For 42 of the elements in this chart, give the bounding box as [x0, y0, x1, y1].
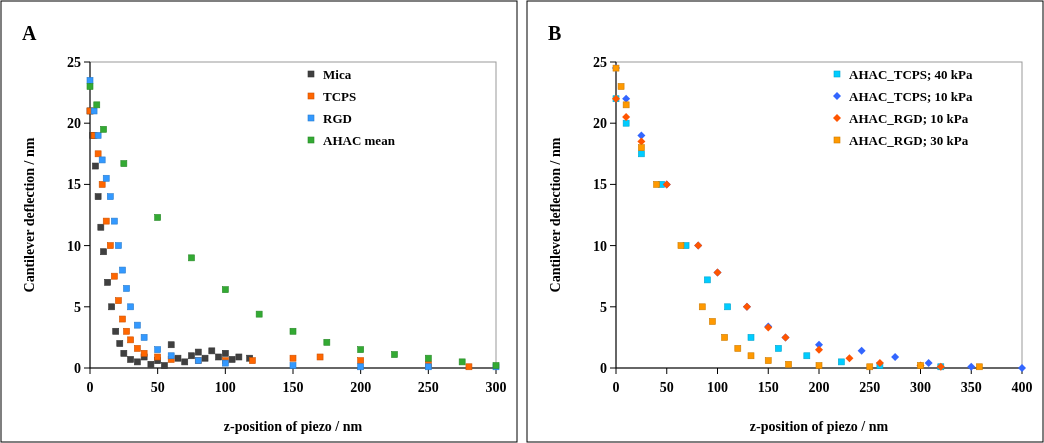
y-tick-label: 20 — [67, 116, 81, 132]
legend-label: AHAC mean — [323, 133, 396, 148]
legend-label: TCPS — [323, 89, 357, 104]
chart-title: A — [22, 22, 37, 44]
x-tick-label: 300 — [485, 380, 507, 395]
y-tick-label: 25 — [67, 55, 81, 70]
x-tick-label: 200 — [808, 380, 830, 395]
x-tick-label: 300 — [910, 380, 931, 395]
y-tick-label: 0 — [74, 361, 81, 376]
legend-label: Mica — [323, 67, 352, 82]
y-tick-label: 0 — [600, 361, 607, 376]
x-tick-label: 350 — [960, 380, 982, 395]
y-tick-label: 25 — [593, 55, 607, 70]
x-tick-label: 200 — [350, 380, 372, 395]
y-tick-label: 20 — [593, 116, 607, 132]
y-tick-label: 10 — [67, 238, 81, 254]
x-tick-label: 150 — [282, 380, 304, 395]
y-tick-label: 15 — [593, 177, 607, 193]
legend-label: AHAC_RGD; 10 kPa — [849, 111, 969, 126]
x-tick-label: 250 — [859, 380, 881, 395]
x-tick-label: 50 — [659, 380, 674, 395]
y-tick-label: 10 — [593, 238, 607, 254]
x-tick-label: 150 — [757, 380, 779, 395]
x-axis-title: z-position of piezo / nm — [749, 419, 889, 434]
x-tick-label: 100 — [707, 380, 728, 395]
x-tick-label: 100 — [214, 380, 236, 395]
y-tick-label: 15 — [67, 177, 81, 193]
x-tick-label: 400 — [1011, 380, 1033, 395]
x-axis-title: z-position of piezo / nm — [223, 419, 363, 434]
x-tick-label: 0 — [612, 380, 620, 395]
x-tick-label: 250 — [417, 380, 439, 395]
x-tick-label: 0 — [86, 380, 94, 395]
x-tick-label: 50 — [150, 380, 165, 395]
legend-label: AHAC_TCPS; 10 kPa — [849, 89, 974, 104]
legend-label: AHAC_TCPS; 40 kPa — [849, 67, 974, 82]
y-tick-label: 5 — [74, 299, 81, 315]
y-axis-title: Cantilever deflection / nm — [22, 137, 37, 293]
legend-label: RGD — [323, 111, 352, 126]
y-axis-title: Cantilever deflection / nm — [548, 137, 563, 293]
y-tick-label: 5 — [600, 299, 607, 315]
chart-title: B — [548, 22, 562, 44]
legend-label: AHAC_RGD; 30 kPa — [849, 133, 969, 148]
